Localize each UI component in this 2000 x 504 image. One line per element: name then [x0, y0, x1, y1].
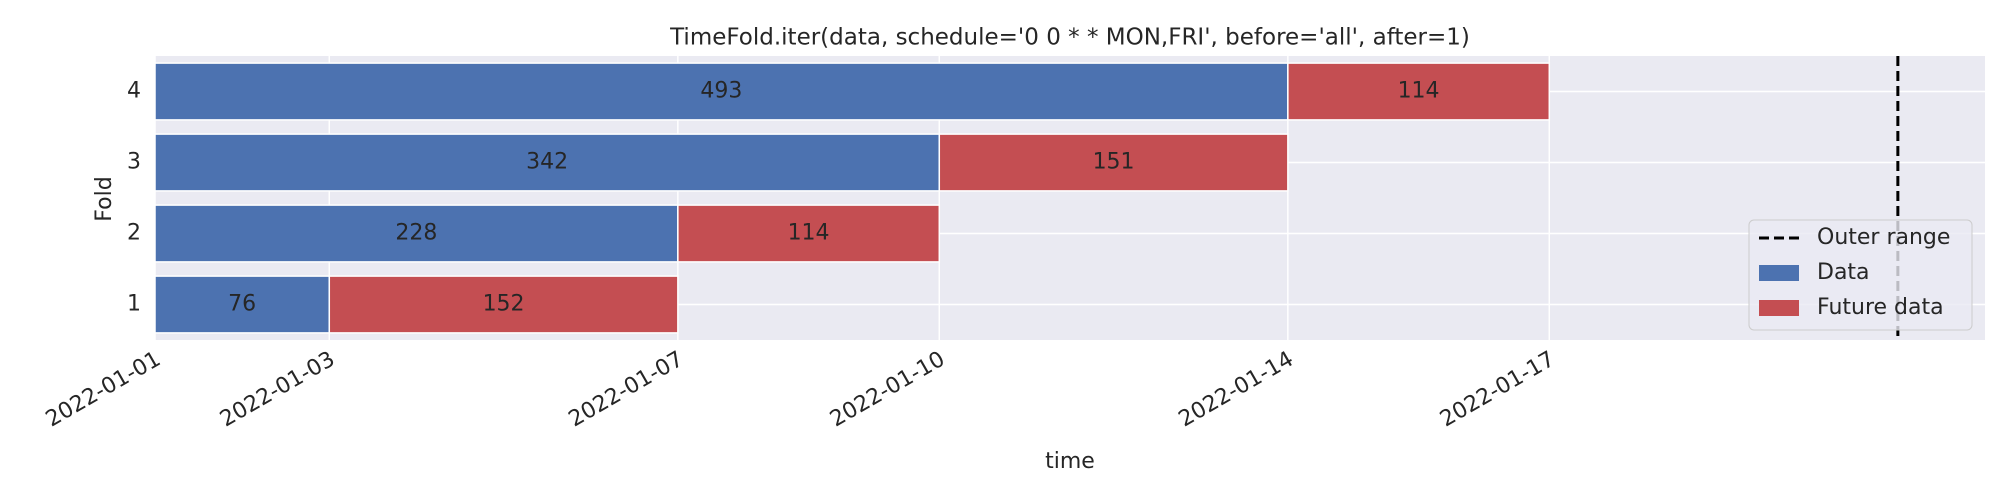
legend-swatch [1759, 265, 1799, 281]
data-label: 151 [1093, 150, 1135, 175]
y-tick-label: 3 [127, 150, 141, 175]
data-label: 114 [788, 221, 830, 246]
y-tick-label: 2 [127, 221, 141, 246]
bar [328, 275, 679, 334]
bar [154, 62, 1289, 121]
data-label: 152 [483, 292, 525, 317]
legend-label: Outer range [1817, 225, 1950, 250]
x-tick-label: 2022-01-03 [216, 347, 339, 433]
data-label: 228 [395, 221, 437, 246]
x-tick-label: 2022-01-17 [1436, 347, 1559, 433]
bar [938, 133, 1289, 192]
legend: Outer range Data Future data [1748, 219, 1973, 331]
x-tick-label: 2022-01-14 [1175, 347, 1298, 433]
data-label: 493 [700, 79, 742, 104]
y-tick-label: 4 [127, 79, 141, 104]
y-tick-label: 1 [127, 292, 141, 317]
bar [154, 204, 679, 263]
x-tick-label: 2022-01-10 [826, 347, 949, 433]
x-tick-label: 2022-01-01 [42, 347, 165, 433]
legend-swatch [1759, 300, 1799, 316]
y-axis-label: Fold [92, 176, 117, 221]
bar [1287, 62, 1551, 121]
legend-frame [1748, 219, 1973, 331]
data-label: 342 [526, 150, 568, 175]
data-label: 76 [228, 292, 256, 317]
x-axis-label: time [1045, 449, 1095, 474]
legend-label: Future data [1817, 295, 1944, 320]
chart-title: TimeFold.iter(data, schedule='0 0 * * MO… [669, 25, 1470, 51]
x-tick-label: 2022-01-07 [565, 347, 688, 433]
bar [677, 204, 941, 263]
legend-label: Data [1817, 260, 1870, 285]
bar [154, 133, 941, 192]
data-label: 114 [1398, 79, 1440, 104]
